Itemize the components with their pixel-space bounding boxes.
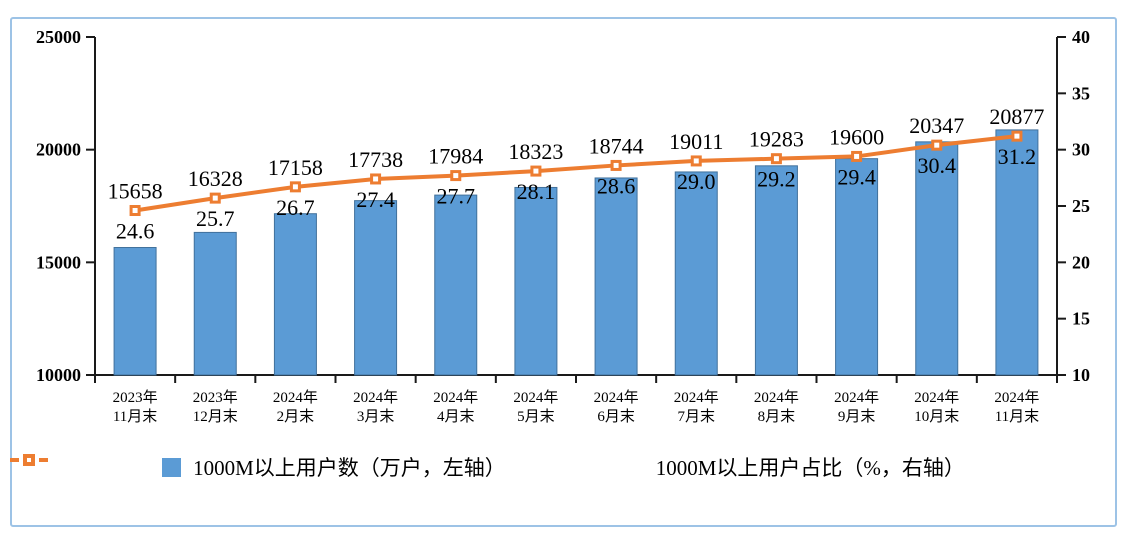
line-marker-center-2: [292, 184, 298, 190]
right-axis-tick-label: 40: [1072, 27, 1090, 47]
bar-value-label-5: 18323: [508, 139, 563, 164]
bar-value-label-8: 19283: [749, 127, 804, 152]
bar-value-label-3: 17738: [348, 147, 403, 172]
right-axis-tick-label: 20: [1072, 252, 1090, 272]
bar-2: [273, 213, 317, 376]
left-axis-tick-label: 15000: [36, 252, 81, 272]
x-axis-category-label-11: 2024年 11月末: [994, 389, 1039, 425]
bar-value-label-11: 20877: [989, 104, 1044, 129]
left-axis-tick-label: 10000: [36, 365, 81, 385]
x-axis-category-label-6: 2024年 6月末: [594, 389, 639, 425]
bar-11: [995, 129, 1039, 376]
line-marker-center-8: [773, 156, 779, 162]
bar-value-label-2: 17158: [268, 155, 323, 180]
legend-item-line-series: 1000M以上用户占比（%，右轴）: [10, 452, 965, 482]
x-axis-category-label-0: 2023年 11月末: [113, 389, 158, 425]
bar-10: [915, 141, 959, 376]
line-marker-center-6: [613, 162, 619, 168]
bar-value-label-7: 19011: [669, 129, 723, 154]
right-axis-tick-label: 10: [1072, 365, 1090, 385]
bar-value-label-0: 15658: [108, 179, 163, 204]
line-marker-center-5: [533, 168, 539, 174]
legend-label-bar-series: 1000M以上用户数（万户，左轴）: [193, 456, 506, 480]
left-axis-tick-label: 25000: [36, 27, 81, 47]
line-marker-center-3: [373, 176, 379, 182]
line-series-path: [134, 134, 1018, 213]
line-value-label-0: 24.6: [116, 219, 155, 244]
bar-value-label-6: 18744: [589, 133, 644, 158]
right-axis-tick-label: 15: [1072, 309, 1090, 329]
line-marker-center-9: [854, 153, 860, 159]
x-axis-category-label-1: 2023年 12月末: [193, 389, 238, 425]
line-marker-center-1: [212, 195, 218, 201]
bar-1: [193, 231, 237, 376]
bar-6: [594, 177, 638, 376]
right-axis-tick-label: 30: [1072, 140, 1090, 160]
line-value-label-5: 28.1: [517, 179, 556, 204]
line-marker-center-4: [453, 173, 459, 179]
bar-7: [674, 171, 718, 376]
x-axis-category-label-5: 2024年 5月末: [513, 389, 558, 425]
line-value-label-10: 30.4: [918, 153, 957, 178]
legend-label-line-series: 1000M以上用户占比（%，右轴）: [655, 456, 965, 480]
bar-value-label-10: 20347: [909, 113, 964, 138]
line-value-label-7: 29.0: [677, 169, 716, 194]
bar-0: [113, 247, 157, 376]
bar-value-label-4: 17984: [428, 144, 483, 169]
bar-value-label-9: 19600: [829, 124, 884, 149]
line-value-label-11: 31.2: [998, 144, 1037, 169]
line-value-label-2: 26.7: [276, 195, 315, 220]
line-marker-center-7: [693, 158, 699, 164]
bar-3: [354, 200, 398, 376]
line-value-label-9: 29.4: [837, 164, 876, 189]
line-value-label-4: 27.7: [437, 184, 476, 209]
chart-legend: 1000M以上用户数（万户，左轴） 1000M以上用户占比（%，右轴）: [10, 452, 1117, 482]
line-series-marker-icon: [10, 454, 48, 466]
x-axis-category-label-8: 2024年 8月末: [754, 389, 799, 425]
line-marker-center-11: [1014, 133, 1020, 139]
bar-4: [434, 194, 478, 376]
line-value-label-1: 25.7: [196, 206, 235, 231]
bar-series-swatch-icon: [162, 457, 182, 477]
x-axis-category-label-10: 2024年 10月末: [914, 389, 959, 425]
x-axis-category-label-2: 2024年 2月末: [273, 389, 318, 425]
legend-item-bar-series: 1000M以上用户数（万户，左轴）: [162, 452, 506, 482]
bar-9: [835, 158, 879, 376]
line-value-label-6: 28.6: [597, 173, 636, 198]
x-axis-category-label-9: 2024年 9月末: [834, 389, 879, 425]
x-axis-category-label-4: 2024年 4月末: [433, 389, 478, 425]
right-axis-tick-label: 35: [1072, 83, 1090, 103]
line-value-label-3: 27.4: [356, 187, 395, 212]
line-marker-center-0: [132, 208, 138, 214]
right-axis-tick-label: 25: [1072, 196, 1090, 216]
x-axis-category-label-7: 2024年 7月末: [674, 389, 719, 425]
bar-value-label-1: 16328: [188, 166, 243, 191]
line-marker-center-10: [934, 142, 940, 148]
x-axis-category-label-3: 2024年 3月末: [353, 389, 398, 425]
left-axis-tick-label: 20000: [36, 140, 81, 160]
line-value-label-8: 29.2: [757, 167, 796, 192]
bar-5: [514, 186, 558, 376]
bar-8: [754, 165, 798, 376]
